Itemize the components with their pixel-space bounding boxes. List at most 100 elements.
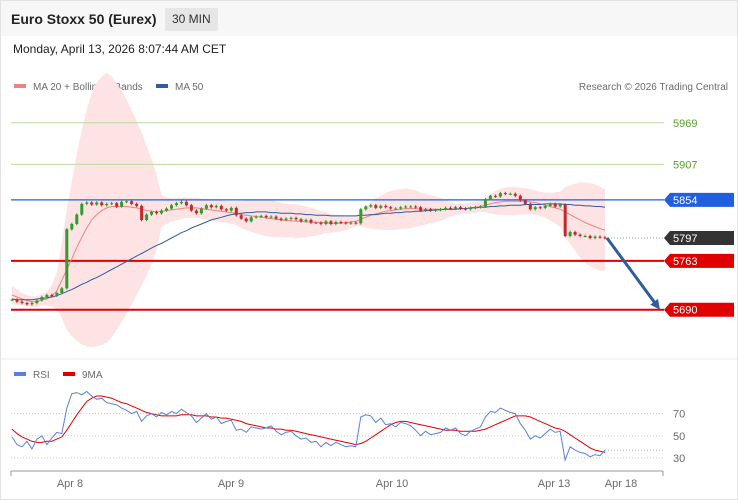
candle-body <box>284 218 288 220</box>
candle-body <box>444 207 448 210</box>
candle <box>239 213 243 220</box>
rsi-legend-swatch <box>14 372 26 376</box>
candle <box>120 200 124 208</box>
candle <box>319 221 323 226</box>
candle <box>369 203 373 208</box>
candle-body <box>10 299 14 301</box>
rsi-tick-70: 70 <box>673 409 685 421</box>
candle <box>175 201 178 207</box>
level-label-5690: 5690 <box>673 305 697 317</box>
candle-body <box>299 219 303 222</box>
candle <box>20 300 24 305</box>
candle-body <box>90 202 94 205</box>
candle <box>394 207 398 210</box>
candle-body <box>184 201 188 206</box>
candle <box>194 209 198 215</box>
x-tick-label: Apr 9 <box>218 478 244 490</box>
candle-body <box>160 210 163 214</box>
interval-badge[interactable]: 30 MIN <box>165 8 218 31</box>
copyright-text: Research © 2026 Trading Central <box>579 82 728 93</box>
candle <box>588 234 592 240</box>
candle-body <box>314 222 318 224</box>
rsi-ma-legend-swatch <box>63 372 75 376</box>
candle <box>219 204 223 211</box>
candle-body <box>329 221 333 224</box>
rsi-line <box>11 390 606 463</box>
candle <box>508 192 512 196</box>
candle <box>349 221 353 225</box>
candle <box>304 218 308 223</box>
candle <box>573 230 577 237</box>
candle-body <box>244 218 248 222</box>
candle-body <box>289 217 293 219</box>
candle <box>209 203 213 209</box>
candle <box>165 207 168 212</box>
rsi-ma-legend-label: 9MA <box>82 370 103 381</box>
candle-body <box>120 201 124 207</box>
level-tag-5763 <box>664 253 734 268</box>
candle <box>404 205 408 209</box>
candle <box>409 205 413 208</box>
candle-body <box>429 209 433 211</box>
candle <box>543 204 547 210</box>
x-axis: Apr 8 Apr 9 Apr 10 Apr 13 Apr 18 <box>10 470 664 490</box>
candle <box>160 209 163 215</box>
candle-body <box>55 293 59 296</box>
candle <box>414 205 418 209</box>
candle <box>105 202 109 207</box>
candle <box>434 208 438 212</box>
candle-body <box>80 203 84 215</box>
candle-body <box>75 214 79 224</box>
candle-body <box>110 203 114 205</box>
candle-body <box>464 208 467 210</box>
candle <box>170 203 173 210</box>
candle-body <box>414 206 418 208</box>
candle-body <box>449 207 452 209</box>
candle-body <box>369 205 373 207</box>
candle-body <box>334 222 338 224</box>
candle <box>374 203 378 210</box>
candle-body <box>498 193 502 197</box>
candle-body <box>60 288 64 293</box>
candle <box>548 202 552 208</box>
candle <box>184 200 188 207</box>
candle <box>140 204 144 222</box>
candle <box>179 200 183 205</box>
candle <box>30 301 34 306</box>
candle-body <box>344 222 348 224</box>
x-tick-label: Apr 10 <box>376 478 408 490</box>
candle <box>558 203 562 208</box>
candle-body <box>379 205 383 208</box>
candle-body <box>553 203 557 207</box>
candle <box>334 220 338 226</box>
level-label-5854: 5854 <box>673 195 697 207</box>
level-tag-5797 <box>664 231 734 246</box>
candle-body <box>269 216 273 218</box>
candle <box>15 298 19 304</box>
candle <box>344 221 348 225</box>
candle-body <box>478 206 482 208</box>
rsi-tick-50: 50 <box>673 431 685 443</box>
candle <box>583 234 587 238</box>
candle <box>389 205 393 210</box>
candle-body <box>598 236 602 238</box>
candle-body <box>339 222 343 223</box>
candle-body <box>434 209 438 211</box>
candle <box>299 217 303 223</box>
candle <box>244 217 248 223</box>
candle-body <box>105 203 109 206</box>
candle-body <box>95 202 99 205</box>
candle-body <box>274 216 278 219</box>
candle <box>528 202 532 211</box>
rsi-panel: 70 50 30 <box>11 390 685 465</box>
candle-body <box>533 207 537 210</box>
candle-body <box>30 303 34 305</box>
x-tick-label: Apr 18 <box>605 478 637 490</box>
candle <box>493 194 497 198</box>
candle <box>60 286 64 295</box>
candle-body <box>264 215 268 218</box>
candle-body <box>219 205 223 210</box>
candle-body <box>324 221 328 224</box>
candle <box>488 194 492 201</box>
